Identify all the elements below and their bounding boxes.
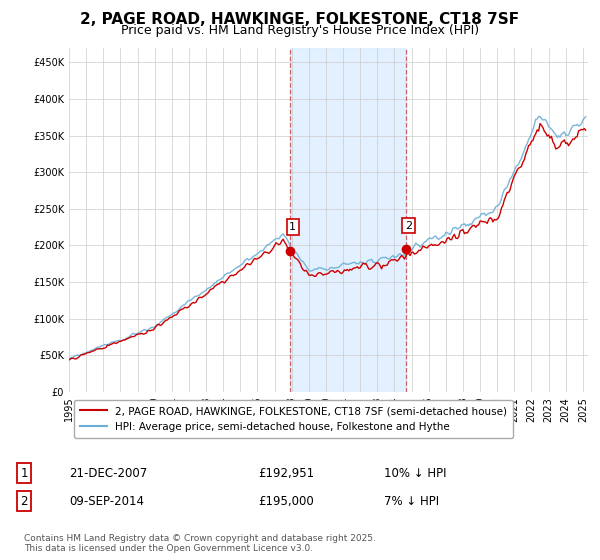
Text: 10% ↓ HPI: 10% ↓ HPI (384, 466, 446, 480)
Text: Price paid vs. HM Land Registry's House Price Index (HPI): Price paid vs. HM Land Registry's House … (121, 24, 479, 37)
Text: £192,951: £192,951 (258, 466, 314, 480)
Text: 21-DEC-2007: 21-DEC-2007 (69, 466, 147, 480)
Text: 2: 2 (20, 494, 28, 508)
Text: 7% ↓ HPI: 7% ↓ HPI (384, 494, 439, 508)
Text: 1: 1 (20, 466, 28, 480)
Text: 2: 2 (405, 221, 412, 231)
Text: 2, PAGE ROAD, HAWKINGE, FOLKESTONE, CT18 7SF: 2, PAGE ROAD, HAWKINGE, FOLKESTONE, CT18… (80, 12, 520, 27)
Legend: 2, PAGE ROAD, HAWKINGE, FOLKESTONE, CT18 7SF (semi-detached house), HPI: Average: 2, PAGE ROAD, HAWKINGE, FOLKESTONE, CT18… (74, 400, 513, 438)
Text: £195,000: £195,000 (258, 494, 314, 508)
Text: 1: 1 (289, 222, 296, 232)
Text: Contains HM Land Registry data © Crown copyright and database right 2025.
This d: Contains HM Land Registry data © Crown c… (24, 534, 376, 553)
Text: 09-SEP-2014: 09-SEP-2014 (69, 494, 144, 508)
Bar (290, 48, 406, 392)
